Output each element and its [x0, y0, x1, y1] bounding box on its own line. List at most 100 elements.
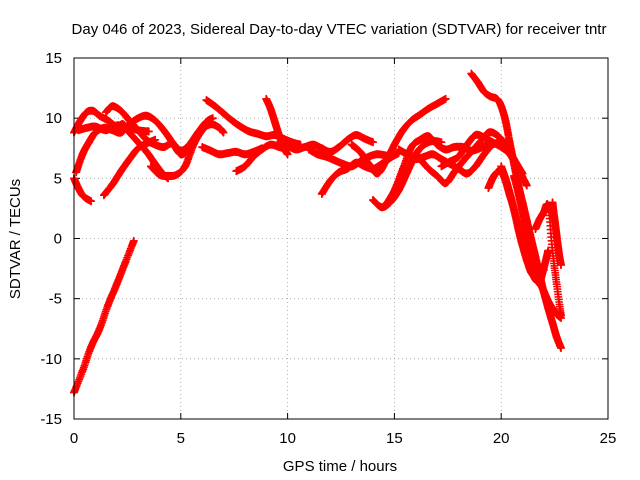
data-point	[473, 78, 482, 87]
series-arc-25	[510, 171, 565, 322]
y-tick-label: 0	[54, 231, 62, 248]
data-point	[510, 159, 518, 168]
data-point	[99, 191, 108, 200]
data-point	[232, 147, 241, 156]
data-point	[142, 111, 151, 120]
data-point	[356, 157, 365, 166]
data-point	[501, 174, 510, 183]
data-point	[253, 129, 262, 138]
data-point	[262, 132, 271, 141]
data-point	[215, 123, 224, 132]
data-point	[82, 194, 91, 203]
data-point	[552, 280, 561, 289]
data-point	[557, 311, 565, 320]
data-point	[539, 208, 548, 216]
data-point	[95, 111, 104, 120]
data-point	[146, 162, 155, 171]
x-axis-label: GPS time / hours	[283, 458, 397, 475]
data-point	[390, 140, 399, 149]
data-point	[433, 99, 442, 108]
data-point	[424, 164, 433, 173]
data-point	[219, 128, 228, 137]
data-point	[527, 246, 536, 255]
data-point	[544, 297, 553, 306]
data-point	[313, 150, 322, 159]
series-markers	[70, 236, 138, 397]
data-point	[343, 135, 352, 144]
x-tick-label: 15	[386, 430, 403, 447]
chart-title: Day 046 of 2023, Sidereal Day-to-day VTE…	[72, 21, 607, 38]
data-point	[240, 162, 249, 171]
series-arc-13	[275, 131, 377, 156]
data-point	[416, 155, 424, 164]
data-point	[445, 157, 454, 166]
data-point	[518, 241, 527, 250]
series-arc-08	[146, 120, 228, 180]
data-point	[403, 150, 412, 159]
data-point	[484, 128, 493, 137]
data-point	[125, 116, 134, 125]
data-point	[112, 121, 121, 130]
data-point	[176, 146, 185, 155]
data-point	[172, 170, 181, 179]
data-point	[134, 126, 143, 135]
data-point	[437, 155, 446, 164]
data-point	[108, 180, 117, 189]
data-point	[125, 155, 134, 164]
data-point	[381, 200, 390, 209]
x-tick-label: 5	[177, 430, 185, 447]
data-point	[112, 280, 121, 289]
data-point	[155, 170, 164, 179]
data-point	[522, 256, 531, 265]
data-point	[326, 147, 335, 156]
data-point	[441, 179, 450, 188]
data-point	[159, 126, 168, 135]
data-point	[78, 150, 87, 159]
data-point	[117, 167, 125, 176]
y-tick-label: -10	[40, 351, 62, 368]
data-point	[471, 131, 480, 139]
data-point	[129, 236, 138, 245]
data-point	[510, 171, 518, 180]
data-point	[377, 203, 386, 212]
data-point	[428, 150, 437, 159]
data-point	[531, 224, 540, 233]
data-point	[550, 215, 559, 224]
data-point	[104, 116, 113, 125]
data-point	[369, 138, 377, 147]
data-point	[309, 140, 318, 149]
data-point	[433, 140, 442, 149]
data-point	[373, 150, 382, 159]
data-point	[206, 120, 215, 129]
data-point	[505, 188, 514, 197]
data-point	[219, 109, 228, 118]
data-point	[433, 171, 442, 180]
data-point	[510, 205, 518, 214]
data-point	[420, 152, 429, 161]
tick-layer: 0 5 10 15 20 25 -15 -10 -5 0 5 10 15	[40, 50, 616, 447]
series-arc-03	[70, 174, 96, 206]
data-point	[364, 159, 373, 168]
x-tick-label: 10	[279, 430, 296, 447]
data-point	[159, 143, 168, 151]
data-point	[539, 265, 548, 274]
data-point	[164, 171, 172, 180]
data-point	[189, 140, 198, 149]
data-point	[117, 106, 125, 115]
data-point	[334, 168, 343, 177]
data-point	[398, 164, 407, 173]
data-point	[121, 258, 130, 267]
data-point	[258, 145, 266, 154]
series-layer	[70, 69, 565, 397]
data-point	[142, 139, 151, 148]
data-point	[87, 342, 96, 351]
series-arc-27	[548, 198, 565, 269]
series-markers	[381, 132, 501, 209]
series-markers	[202, 96, 305, 149]
data-point	[467, 147, 476, 156]
data-point	[539, 287, 548, 296]
data-point	[347, 162, 356, 171]
series-arc-09	[202, 96, 305, 149]
data-point	[74, 184, 83, 192]
data-point	[369, 196, 377, 204]
